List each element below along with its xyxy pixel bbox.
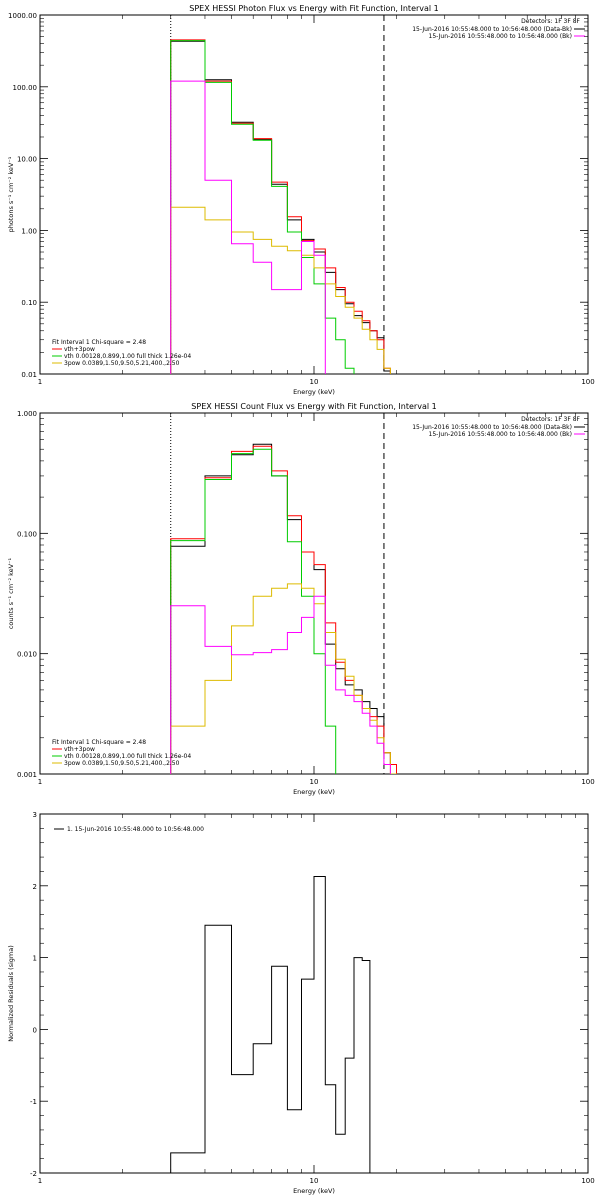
series-group (170, 39, 391, 374)
y-axis-label: counts s⁻¹ cm⁻² keV⁻¹ (7, 557, 15, 629)
y-tick-label: 0.010 (17, 651, 37, 659)
series-group (170, 443, 397, 774)
y-tick-label: 0.001 (17, 771, 37, 779)
legend-right-label: 15-Jun-2016 10:55:48.000 to 10:56:48.000… (429, 33, 572, 40)
x-tick-label: 1 (38, 778, 42, 786)
y-tick-label: 10.00 (17, 156, 37, 164)
x-tick-label: 1 (38, 1177, 42, 1185)
y-tick-label: 100.00 (13, 84, 38, 92)
detectors-label: Detectors: 1F 3F 8F (521, 416, 580, 423)
series-line-vth (170, 40, 355, 374)
x-tick-label: 100 (581, 778, 594, 786)
legend-left-label: 1. 15-Jun-2016 10:55:48.000 to 10:56:48.… (67, 826, 204, 833)
legend-left-label: 3pow 0.0389,1.50,9.50,5.21,400.,2.50 (64, 760, 180, 767)
x-tick-label: 10 (310, 778, 319, 786)
legend-left-label: vth 0.00128,0.899,1.00 full thick 1.26e-… (64, 753, 191, 760)
fit-summary-label: Fit Interval 1 Chi-square = 2.48 (52, 339, 146, 346)
x-tick-label: 10 (310, 1177, 319, 1185)
legend-right-label: 15-Jun-2016 10:55:48.000 to 10:56:48.000… (429, 431, 572, 438)
legend-left-label: 3pow 0.0389,1.50,9.50,5.21,400.,2.50 (64, 360, 180, 367)
series-line-vth (170, 448, 337, 774)
series-line-bk (170, 595, 391, 774)
y-tick-label: -1 (30, 1098, 37, 1106)
photon-flux-panel: SPEX HESSI Photon Flux vs Energy with Fi… (7, 4, 595, 396)
series-line-bpow (170, 583, 397, 774)
y-axis-label: Normalized Residuals (sigma) (7, 945, 15, 1042)
legend-right-label: 15-Jun-2016 10:55:48.000 to 10:56:48.000… (412, 424, 572, 431)
x-tick-label: 10 (310, 378, 319, 386)
chart-title: SPEX HESSI Count Flux vs Energy with Fit… (191, 402, 436, 411)
legend-left-label: vth+3pow (64, 346, 95, 353)
x-axis-label: Energy (keV) (293, 388, 335, 396)
legend-left-label: vth 0.00128,0.899,1.00 full thick 1.26e-… (64, 353, 191, 360)
x-axis-label: Energy (keV) (293, 788, 335, 796)
y-tick-label: 1.00 (21, 227, 37, 235)
y-tick-label: 1.000 (17, 410, 37, 418)
series-line-bpow (170, 206, 391, 374)
legend-right-label: 15-Jun-2016 10:55:48.000 to 10:56:48.000… (412, 26, 572, 33)
series-line-data (170, 876, 371, 1173)
chart-title: SPEX HESSI Photon Flux vs Energy with Fi… (189, 4, 439, 13)
y-tick-label: 2 (33, 883, 37, 891)
plot-frame (39, 813, 589, 1174)
y-tick-label: 3 (33, 811, 37, 819)
detectors-label: Detectors: 1F 3F 8F (521, 18, 580, 25)
x-tick-label: 100 (581, 1177, 594, 1185)
series-line-data (170, 443, 397, 774)
x-tick-label: 1 (38, 378, 42, 386)
y-tick-label: 1000.00 (8, 12, 37, 20)
plot-frame (39, 14, 589, 375)
legend-left-label: vth+3pow (64, 746, 95, 753)
series-line-total (170, 445, 397, 774)
y-tick-label: 0.10 (21, 299, 37, 307)
fit-summary-label: Fit Interval 1 Chi-square = 2.48 (52, 739, 146, 746)
y-tick-label: -2 (30, 1170, 37, 1178)
series-line-bk (170, 80, 326, 374)
y-tick-label: 0 (33, 1026, 37, 1034)
x-axis-label: Energy (keV) (293, 1187, 335, 1195)
residuals-panel: 1 10 100 Energy (keV) -2 -1 0 1 2 3 Normalized Res… (7, 811, 595, 1195)
x-tick-label: 100 (581, 378, 594, 386)
y-axis-label: photons s⁻¹ cm⁻² keV⁻¹ (7, 156, 15, 232)
count-flux-panel: SPEX HESSI Count Flux vs Energy with Fit… (7, 402, 595, 796)
y-tick-label: 1 (33, 955, 37, 963)
series-group (170, 876, 371, 1173)
y-tick-label: 0.01 (21, 371, 37, 379)
y-tick-label: 0.100 (17, 530, 37, 538)
